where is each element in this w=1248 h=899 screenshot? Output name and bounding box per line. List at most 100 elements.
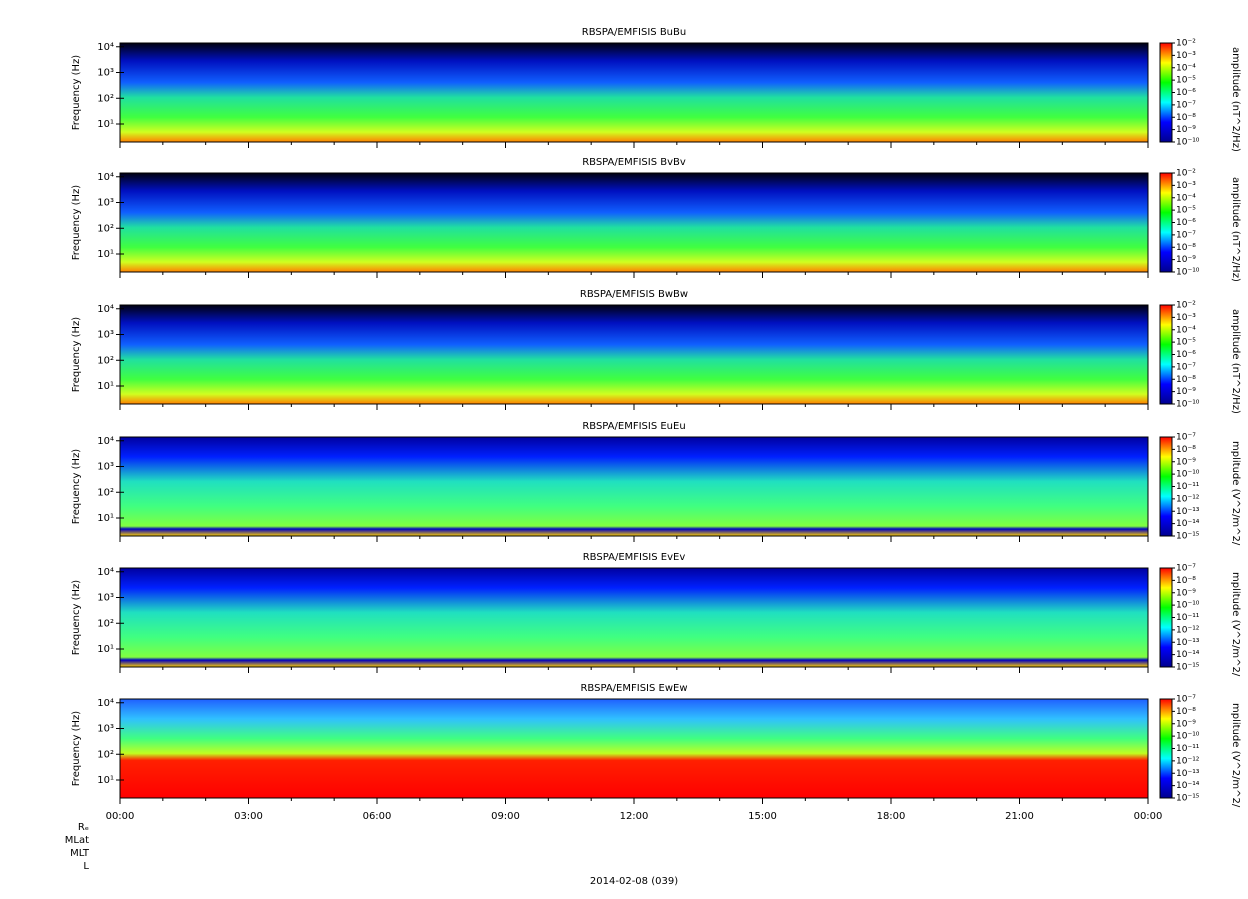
colorbar-tick-label: 10⁻¹⁴ <box>1176 650 1200 660</box>
x-tick-label: 00:00 <box>1134 811 1163 822</box>
y-tick-label: 10⁴ <box>97 172 114 183</box>
colorbar-tick-label: 10⁻² <box>1176 301 1196 311</box>
y-axis-label: Frequency (Hz) <box>71 449 82 525</box>
colorbar-tick-label: 10⁻¹⁵ <box>1176 532 1200 542</box>
spectrogram-image <box>120 437 1148 536</box>
panel-title: RBSPA/EMFISIS BuBu <box>582 27 686 38</box>
colorbar-label: amplitude (nT^2/Hz) <box>1230 47 1241 152</box>
colorbar-tick-label: 10⁻² <box>1176 39 1196 49</box>
colorbar-tick-label: 10⁻¹³ <box>1176 769 1200 779</box>
colorbar <box>1159 304 1173 405</box>
colorbar-tick-label: 10⁻¹⁵ <box>1176 663 1200 673</box>
x-tick-label: 00:00 <box>106 811 135 822</box>
colorbar-tick-label: 10⁻⁸ <box>1176 113 1196 123</box>
colorbar-tick-label: 10⁻⁷ <box>1176 564 1196 574</box>
spectrogram-image <box>120 568 1148 667</box>
colorbar-tick-label: 10⁻⁹ <box>1176 719 1196 729</box>
colorbar-label: mplitude (V^2/m^2/ <box>1230 703 1241 808</box>
colorbar-tick-label: 10⁻¹⁴ <box>1176 781 1200 791</box>
colorbar-tick-label: 10⁻⁴ <box>1176 63 1196 73</box>
colorbar-tick-label: 10⁻¹¹ <box>1176 613 1200 623</box>
y-axis-label: Frequency (Hz) <box>71 317 82 393</box>
y-tick-label: 10⁴ <box>97 567 114 578</box>
spectrogram-image <box>120 305 1148 404</box>
x-tick-label: 03:00 <box>234 811 263 822</box>
colorbar-tick-label: 10⁻⁹ <box>1176 588 1196 598</box>
colorbar-tick-label: 10⁻⁶ <box>1176 350 1196 360</box>
colorbar-tick-label: 10⁻⁷ <box>1176 230 1196 240</box>
colorbar-tick-label: 10⁻¹³ <box>1176 507 1200 517</box>
colorbar-tick-label: 10⁻⁸ <box>1176 375 1196 385</box>
colorbar-tick-label: 10⁻⁷ <box>1176 100 1196 110</box>
y-tick-label: 10³ <box>97 462 114 473</box>
colorbar-tick-label: 10⁻⁸ <box>1176 243 1196 253</box>
y-tick-label: 10⁴ <box>97 698 114 709</box>
colorbar-tick-label: 10⁻¹² <box>1176 756 1200 766</box>
panel-title: RBSPA/EMFISIS BvBv <box>582 157 686 168</box>
colorbar-tick-label: 10⁻⁹ <box>1176 255 1196 265</box>
date-label: 2014-02-08 (039) <box>590 876 678 887</box>
colorbar-tick-label: 10⁻¹⁴ <box>1176 519 1200 529</box>
y-tick-label: 10² <box>97 618 114 629</box>
spectrogram-image <box>120 43 1148 142</box>
colorbar-label: amplitude (nT^2/Hz) <box>1230 309 1241 414</box>
y-tick-label: 10² <box>97 487 114 498</box>
y-tick-label: 10² <box>97 223 114 234</box>
colorbar <box>1159 172 1173 273</box>
colorbar-tick-label: 10⁻¹⁰ <box>1176 268 1200 278</box>
colorbar-tick-label: 10⁻⁵ <box>1176 76 1196 86</box>
ephemeris-label: MLT <box>70 848 90 859</box>
colorbar-label: mplitude (V^2/m^2/ <box>1230 441 1241 546</box>
ephemeris-label: Rₑ <box>78 822 89 833</box>
colorbar-tick-label: 10⁻⁴ <box>1176 325 1196 335</box>
y-tick-label: 10² <box>97 93 114 104</box>
y-tick-label: 10¹ <box>97 775 114 786</box>
y-tick-label: 10¹ <box>97 513 114 524</box>
panel-title: RBSPA/EMFISIS BwBw <box>580 289 688 300</box>
y-axis-label: Frequency (Hz) <box>71 711 82 787</box>
colorbar-tick-label: 10⁻¹⁵ <box>1176 794 1200 804</box>
x-tick-label: 09:00 <box>491 811 520 822</box>
y-tick-label: 10³ <box>97 724 114 735</box>
panel-title: RBSPA/EMFISIS EwEw <box>580 683 687 694</box>
y-tick-label: 10¹ <box>97 644 114 655</box>
y-tick-label: 10⁴ <box>97 436 114 447</box>
colorbar-tick-label: 10⁻⁷ <box>1176 362 1196 372</box>
x-tick-label: 15:00 <box>748 811 777 822</box>
colorbar-tick-label: 10⁻⁷ <box>1176 433 1196 443</box>
colorbar <box>1159 436 1173 537</box>
spectrogram-image <box>120 173 1148 272</box>
colorbar-tick-label: 10⁻⁸ <box>1176 445 1196 455</box>
y-axis-label: Frequency (Hz) <box>71 185 82 261</box>
y-axis-label: Frequency (Hz) <box>71 55 82 131</box>
spectrogram-image <box>120 699 1148 798</box>
colorbar-tick-label: 10⁻⁸ <box>1176 576 1196 586</box>
colorbar-tick-label: 10⁻¹² <box>1176 494 1200 504</box>
colorbar-tick-label: 10⁻¹⁰ <box>1176 601 1200 611</box>
ephemeris-label: MLat <box>65 835 89 846</box>
y-axis-label: Frequency (Hz) <box>71 580 82 656</box>
colorbar-tick-label: 10⁻² <box>1176 169 1196 179</box>
colorbar-tick-label: 10⁻⁸ <box>1176 707 1196 717</box>
y-tick-label: 10³ <box>97 593 114 604</box>
x-tick-label: 06:00 <box>363 811 392 822</box>
colorbar-tick-label: 10⁻¹⁰ <box>1176 470 1200 480</box>
colorbar <box>1159 698 1173 799</box>
colorbar-label: amplitude (nT^2/Hz) <box>1230 177 1241 282</box>
colorbar-tick-label: 10⁻¹⁰ <box>1176 138 1200 148</box>
panel-title: RBSPA/EMFISIS EvEv <box>583 552 686 563</box>
colorbar-tick-label: 10⁻⁵ <box>1176 206 1196 216</box>
x-tick-label: 21:00 <box>1005 811 1034 822</box>
colorbar-tick-label: 10⁻¹⁰ <box>1176 400 1200 410</box>
x-tick-label: 12:00 <box>620 811 649 822</box>
colorbar-tick-label: 10⁻⁷ <box>1176 695 1196 705</box>
colorbar <box>1159 42 1173 143</box>
colorbar-tick-label: 10⁻³ <box>1176 51 1196 61</box>
colorbar-tick-label: 10⁻⁹ <box>1176 457 1196 467</box>
colorbar-tick-label: 10⁻³ <box>1176 313 1196 323</box>
colorbar-tick-label: 10⁻¹² <box>1176 625 1200 635</box>
colorbar-tick-label: 10⁻⁵ <box>1176 338 1196 348</box>
y-tick-label: 10³ <box>97 198 114 209</box>
colorbar-tick-label: 10⁻⁹ <box>1176 125 1196 135</box>
y-tick-label: 10¹ <box>97 119 114 130</box>
